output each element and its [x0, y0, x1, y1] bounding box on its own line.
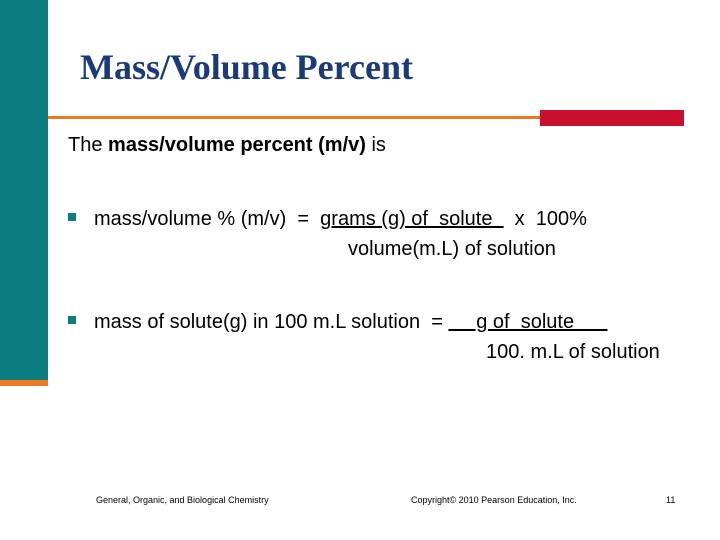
bullet-lead: mass of solute(g) in 100 m.L solution =	[94, 311, 449, 333]
title-divider-accent	[540, 110, 684, 126]
bullet-lead: mass/volume % (m/v) =	[94, 208, 321, 230]
intro-suffix: is	[365, 134, 386, 156]
intro-text: The mass/volume percent (m/v) is	[68, 134, 386, 157]
footer-course-title: General, Organic, and Biological Chemist…	[96, 495, 269, 505]
formula-denominator: volume(m.L) of solution	[348, 238, 556, 260]
intro-bold-term: mass/volume percent (m/v)	[108, 134, 366, 156]
left-sidebar-bar	[0, 0, 48, 380]
square-bullet-icon	[68, 316, 76, 324]
formula-numerator: g of solute	[448, 311, 608, 333]
formula-denominator: 100. m.L of solution	[486, 341, 660, 363]
footer-copyright: Copyright© 2010 Pearson Education, Inc.	[411, 495, 577, 505]
formula-trail: x 100%	[503, 208, 587, 230]
bullet-item-mass-volume-formula: mass/volume % (m/v) = grams (g) of solut…	[68, 208, 587, 231]
bullet-item-mass-per-100ml: mass of solute(g) in 100 m.L solution = …	[68, 311, 607, 334]
title-divider	[48, 116, 684, 119]
footer-page-number: 11	[666, 495, 676, 505]
left-sidebar-accent	[0, 380, 48, 386]
intro-prefix: The	[68, 134, 109, 156]
slide-title: Mass/Volume Percent	[80, 47, 413, 87]
formula-numerator: grams (g) of solute	[320, 208, 504, 230]
square-bullet-icon	[68, 213, 76, 221]
